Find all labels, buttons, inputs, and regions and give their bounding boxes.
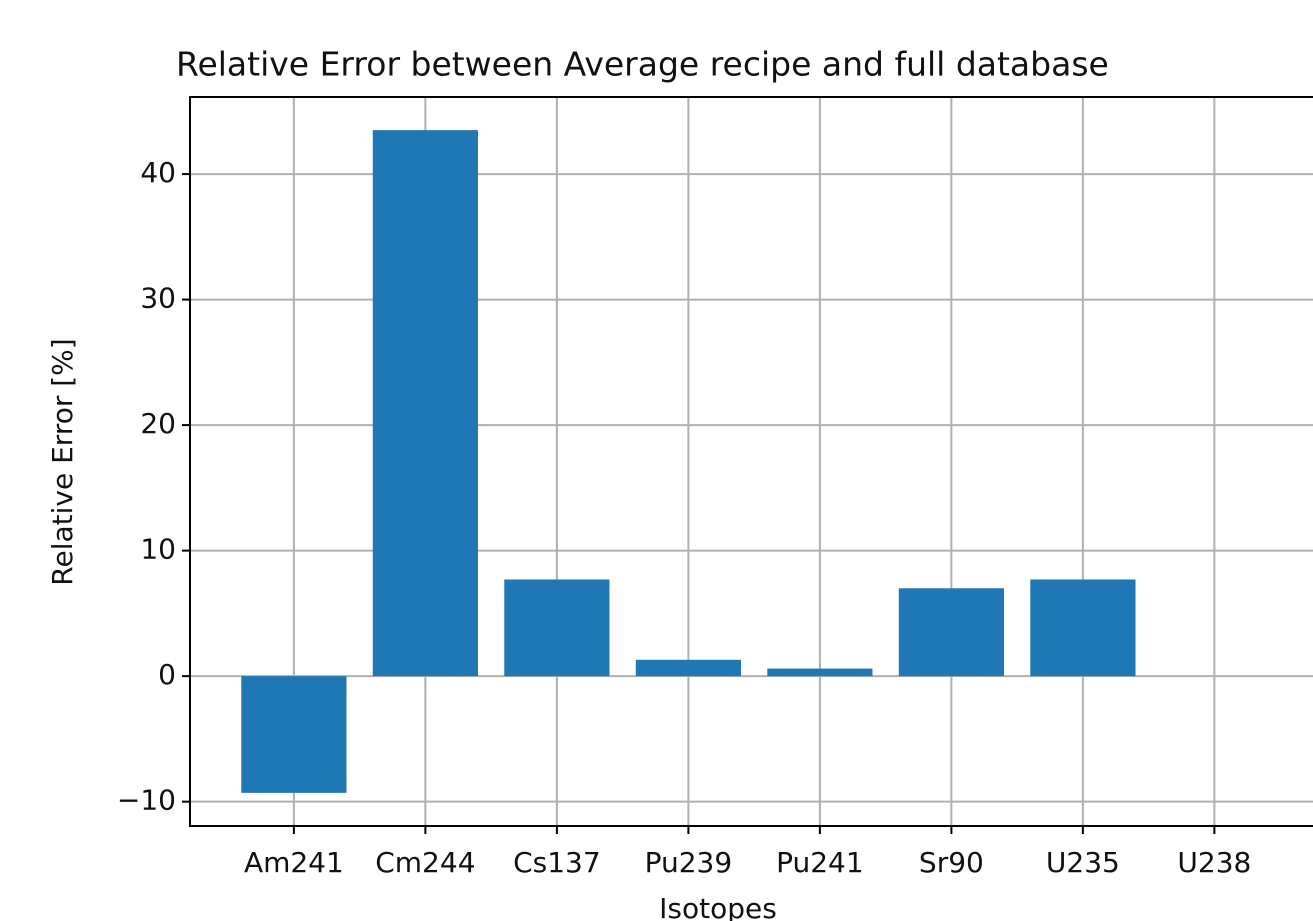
- bar: [898, 588, 1004, 677]
- bar: [372, 130, 478, 677]
- bar: [1030, 579, 1136, 677]
- x-tick-label: Cs137: [513, 846, 601, 879]
- x-tick-label: Cm244: [375, 846, 475, 879]
- x-tick-label: Am241: [244, 846, 344, 879]
- bar: [635, 659, 741, 677]
- y-tick-label: 20: [140, 407, 176, 440]
- y-axis-label: Relative Error [%]: [46, 338, 79, 585]
- y-tick-label: 0: [158, 658, 176, 691]
- y-tick-label: 40: [140, 156, 176, 189]
- y-tick-label: 30: [140, 282, 176, 315]
- chart-title: Relative Error between Average recipe an…: [176, 45, 1109, 84]
- axes-frame: [189, 96, 1313, 827]
- x-tick-label: Pu239: [645, 846, 733, 879]
- x-tick-label: Pu241: [776, 846, 864, 879]
- x-tick-label: U235: [1046, 846, 1120, 879]
- bar: [241, 676, 347, 793]
- x-tick-label: U238: [1177, 846, 1251, 879]
- bar: [767, 668, 873, 677]
- bar: [504, 579, 610, 677]
- y-tick-label: −10: [117, 784, 176, 817]
- x-tick-label: Sr90: [919, 846, 984, 879]
- x-axis-label: Isotopes: [659, 892, 777, 921]
- y-tick-label: 10: [140, 533, 176, 566]
